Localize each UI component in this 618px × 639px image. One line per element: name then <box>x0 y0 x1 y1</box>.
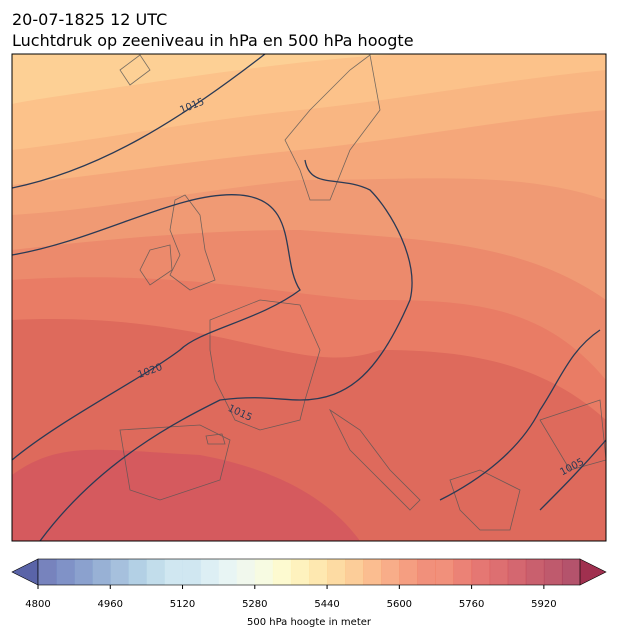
colorbar-segment <box>435 559 455 585</box>
colorbar-segment <box>164 559 184 585</box>
colorbar-segment <box>200 559 220 585</box>
colorbar-tick-label: 5920 <box>531 599 556 610</box>
colorbar-segment <box>399 559 418 585</box>
date-title: 20-07-1825 12 UTC <box>12 10 167 29</box>
colorbar-segment <box>38 559 57 585</box>
colorbar-tick-label: 5760 <box>459 599 484 610</box>
colorbar-segment <box>507 559 527 585</box>
colorbar-tick-label: 5600 <box>387 599 412 610</box>
colorbar-segment <box>327 559 346 585</box>
colorbar-segment <box>489 559 509 585</box>
colorbar-segment <box>381 559 400 585</box>
colorbar: 4800 4960 5120 5280 5440 5600 5760 5920 <box>11 558 607 610</box>
colorbar-segment <box>146 559 165 585</box>
colorbar-segment <box>290 559 310 585</box>
colorbar-segment <box>254 559 274 585</box>
colorbar-extend-high <box>579 558 607 586</box>
colorbar-segment <box>309 559 328 585</box>
map <box>12 54 606 541</box>
colorbar-label: 500 hPa hoogte in meter <box>247 617 372 628</box>
colorbar-segment <box>345 559 364 585</box>
colorbar-tick-label: 4800 <box>25 599 50 610</box>
colorbar-segment <box>561 559 581 585</box>
colorbar-segment <box>525 559 545 585</box>
colorbar-segment <box>543 559 563 585</box>
colorbar-segment <box>236 559 256 585</box>
colorbar-segment <box>182 559 202 585</box>
colorbar-segment <box>56 559 75 585</box>
colorbar-segment <box>471 559 491 585</box>
colorbar-segment <box>453 559 473 585</box>
colorbar-segment <box>110 559 129 585</box>
map-frame <box>11 53 607 542</box>
colorbar-tick-label: 5280 <box>242 599 267 610</box>
colorbar-segment <box>218 559 238 585</box>
colorbar-segment <box>74 559 93 585</box>
colorbar-segment <box>92 559 111 585</box>
map-title: Luchtdruk op zeeniveau in hPa en 500 hPa… <box>12 31 414 50</box>
colorbar-segment <box>417 559 436 585</box>
colorbar-tick-label: 5120 <box>170 599 195 610</box>
colorbar-tick-label: 4960 <box>98 599 123 610</box>
colorbar-segment <box>272 559 292 585</box>
colorbar-segment <box>363 559 382 585</box>
colorbar-tick-label: 5440 <box>314 599 339 610</box>
colorbar-segment <box>128 559 147 585</box>
colorbar-extend-low <box>11 558 39 586</box>
colorbar-frame <box>37 558 581 586</box>
